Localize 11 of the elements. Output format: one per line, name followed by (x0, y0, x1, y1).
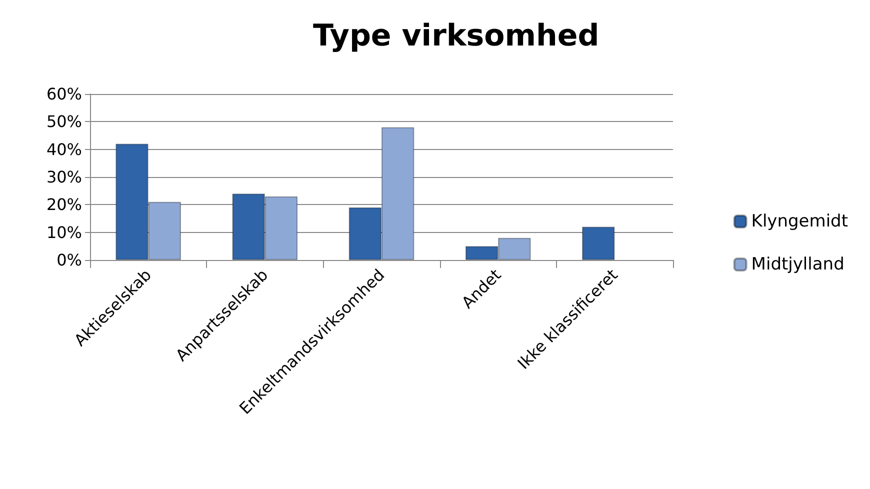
y-tick-label: 30% (46, 168, 82, 186)
legend-label: Klyngemidt (751, 212, 848, 232)
bar (582, 226, 615, 260)
y-tick-label: 60% (46, 84, 82, 104)
legend-label: Midtjylland (751, 254, 844, 274)
y-tick-label: 10% (46, 222, 82, 242)
y-tick-label: 0% (56, 250, 82, 270)
y-tick-label: 50% (46, 112, 82, 132)
chart-title: Type virksomhed (313, 18, 600, 54)
y-tick-label: 40% (46, 140, 82, 159)
y-tick-label: 20% (46, 195, 82, 214)
